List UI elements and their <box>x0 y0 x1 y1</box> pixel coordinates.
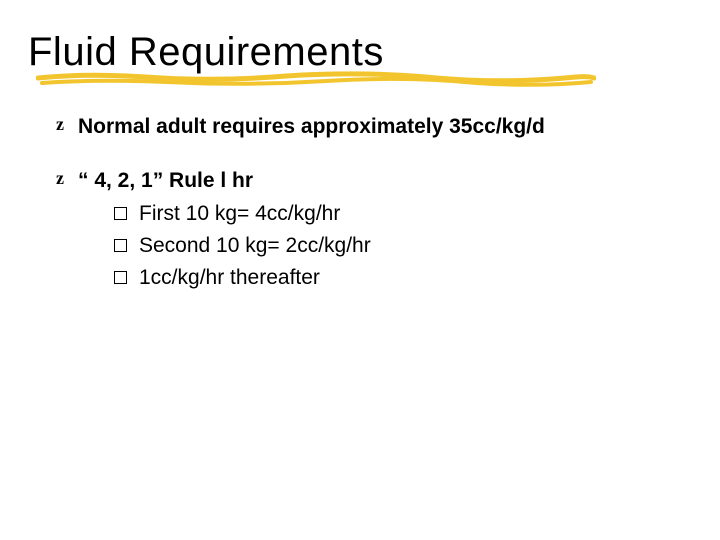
sub-bullet-text: First 10 kg= 4cc/kg/hr <box>139 200 340 228</box>
z-bullet-icon: z <box>56 167 64 190</box>
bullet-item: z “ 4, 2, 1” Rule l hr First 10 kg= 4cc/… <box>56 167 692 292</box>
sub-bullet-item: First 10 kg= 4cc/kg/hr <box>114 200 692 228</box>
box-bullet-icon <box>114 239 127 252</box>
bullet-text: “ 4, 2, 1” Rule l hr <box>78 167 253 195</box>
title-wrap: Fluid Requirements <box>28 30 692 75</box>
box-bullet-icon <box>114 271 127 284</box>
sub-bullet-text: Second 10 kg= 2cc/kg/hr <box>139 232 371 260</box>
bullet-list: z Normal adult requires approximately 35… <box>28 113 692 293</box>
sub-bullet-item: 1cc/kg/hr thereafter <box>114 264 692 292</box>
box-bullet-icon <box>114 207 127 220</box>
slide-title: Fluid Requirements <box>28 30 692 75</box>
z-bullet-icon: z <box>56 113 64 136</box>
sub-bullet-item: Second 10 kg= 2cc/kg/hr <box>114 232 692 260</box>
sub-bullet-list: First 10 kg= 4cc/kg/hr Second 10 kg= 2cc… <box>56 200 692 293</box>
bullet-text: Normal adult requires approximately 35cc… <box>78 113 545 141</box>
slide: Fluid Requirements z Normal adult requir… <box>0 0 720 327</box>
sub-bullet-text: 1cc/kg/hr thereafter <box>139 264 320 292</box>
bullet-item: z Normal adult requires approximately 35… <box>56 113 692 141</box>
